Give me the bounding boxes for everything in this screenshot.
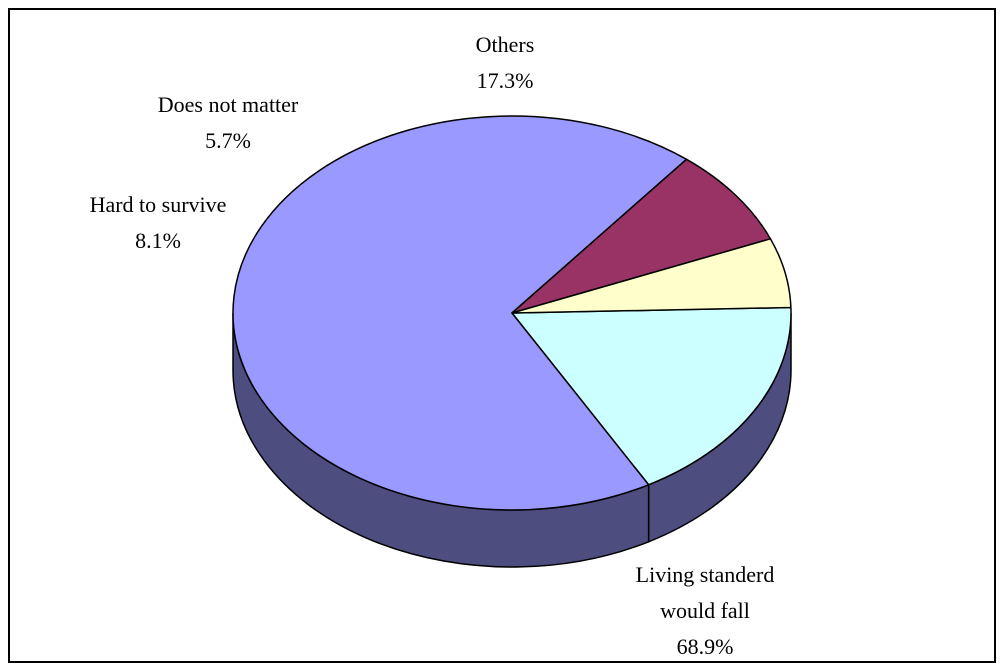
pie-slice-others xyxy=(511,306,792,486)
pie-value-label: 17.3% xyxy=(477,68,534,93)
pie-category-label: Does not matter xyxy=(158,92,299,117)
pie-value-label: 68.9% xyxy=(677,634,734,659)
pie-category-label: Others xyxy=(476,32,535,57)
pie-label-living-standerd-would-fall: Living standerd would fall 68.9% xyxy=(636,562,775,659)
pie-slice-hard-to-survive xyxy=(511,158,772,314)
pie-category-label: Living standerd xyxy=(636,562,775,587)
pie-category-label: Hard to survive xyxy=(90,192,227,217)
pie-label-does-not-matter: Does not matter 5.7% xyxy=(158,92,299,153)
pie-slice-does-not-matter xyxy=(511,238,792,314)
pie-slice-living-standerd-would-fall xyxy=(232,115,688,511)
pie-category-label: would fall xyxy=(660,598,750,623)
pie-label-others: Others 17.3% xyxy=(476,32,535,93)
pie-value-label: 8.1% xyxy=(135,228,181,253)
pie-labels: Others 17.3% Living standerd would fall 68.9… xyxy=(90,32,775,659)
pie-value-label: 5.7% xyxy=(205,128,251,153)
pie-slices xyxy=(232,115,792,511)
pie-label-hard-to-survive: Hard to survive 8.1% xyxy=(90,192,227,253)
